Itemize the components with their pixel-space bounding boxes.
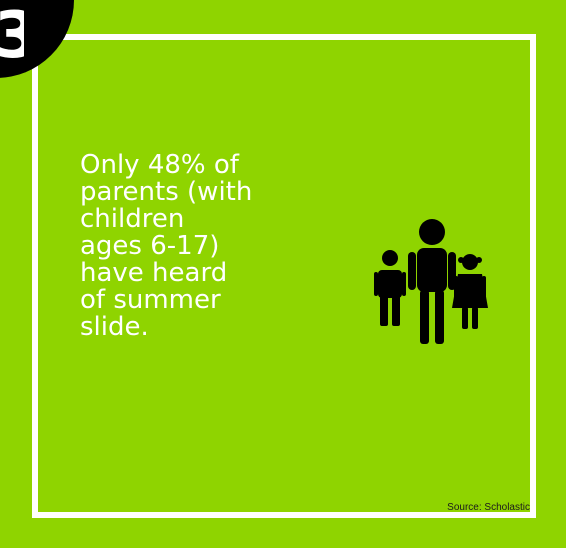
headline-line: children xyxy=(80,204,185,234)
headline-line: have heard xyxy=(80,258,228,288)
headline-line: of summer xyxy=(80,285,221,315)
headline-line: Only 48% of xyxy=(80,150,239,180)
family-icon xyxy=(374,219,488,344)
headline-line: ages 6-17) xyxy=(80,231,220,261)
badge-number: 3 xyxy=(0,1,24,71)
headline-line: parents (with xyxy=(80,177,253,207)
source-text: Source: Scholastic xyxy=(447,502,530,513)
headline-text: Only 48% of parents (with children ages … xyxy=(80,152,310,341)
headline-line: slide. xyxy=(80,312,149,342)
white-frame xyxy=(32,34,536,518)
